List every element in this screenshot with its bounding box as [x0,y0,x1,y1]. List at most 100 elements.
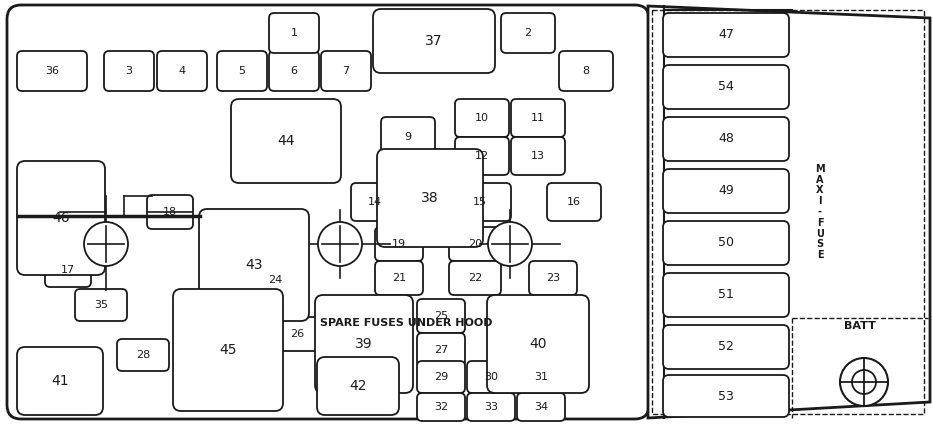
FancyBboxPatch shape [45,253,91,287]
Text: 20: 20 [468,239,482,249]
Circle shape [84,222,128,266]
Text: 40: 40 [529,337,547,351]
Text: 54: 54 [718,81,734,94]
Text: 45: 45 [219,343,237,357]
Text: 31: 31 [534,372,548,382]
FancyBboxPatch shape [663,375,789,417]
Text: 18: 18 [163,207,177,217]
FancyBboxPatch shape [417,333,465,367]
FancyBboxPatch shape [449,261,501,295]
Text: 28: 28 [136,350,150,360]
FancyBboxPatch shape [147,195,193,229]
FancyBboxPatch shape [17,161,105,275]
FancyBboxPatch shape [157,51,207,91]
Text: 30: 30 [484,372,498,382]
FancyBboxPatch shape [104,51,154,91]
FancyBboxPatch shape [517,393,565,421]
FancyBboxPatch shape [663,65,789,109]
Circle shape [318,222,362,266]
Text: 1: 1 [290,28,298,38]
Text: 34: 34 [534,402,548,412]
Text: 51: 51 [718,288,734,301]
FancyBboxPatch shape [417,299,465,333]
FancyBboxPatch shape [663,273,789,317]
Text: 50: 50 [718,237,734,249]
FancyBboxPatch shape [487,295,589,393]
Polygon shape [648,6,930,418]
Text: 36: 36 [45,66,59,76]
Text: 13: 13 [531,151,545,161]
Text: 26: 26 [290,329,304,339]
Text: 39: 39 [355,337,373,351]
Text: 12: 12 [475,151,489,161]
Text: 11: 11 [531,113,545,123]
FancyBboxPatch shape [315,295,413,393]
Text: SPARE FUSES UNDER HOOD: SPARE FUSES UNDER HOOD [320,318,493,328]
Text: 15: 15 [473,197,487,207]
FancyBboxPatch shape [17,51,87,91]
FancyBboxPatch shape [375,227,423,261]
Text: 35: 35 [94,300,108,310]
Text: 48: 48 [718,132,734,145]
FancyBboxPatch shape [467,361,515,393]
FancyBboxPatch shape [663,117,789,161]
FancyBboxPatch shape [231,99,341,183]
Text: BATT: BATT [844,321,876,331]
Text: 46: 46 [52,211,70,225]
FancyBboxPatch shape [501,13,555,53]
FancyBboxPatch shape [217,51,267,91]
Text: 16: 16 [567,197,581,207]
FancyBboxPatch shape [373,9,495,73]
FancyBboxPatch shape [173,289,283,411]
FancyBboxPatch shape [547,183,601,221]
Text: 42: 42 [349,379,367,393]
Circle shape [852,370,876,394]
FancyBboxPatch shape [245,263,305,297]
FancyBboxPatch shape [17,347,103,415]
Text: M
A
X
I
-
F
U
S
E: M A X I - F U S E [815,164,825,260]
FancyBboxPatch shape [511,137,565,175]
Text: 47: 47 [718,28,734,42]
FancyBboxPatch shape [351,183,399,221]
Text: 53: 53 [718,390,734,402]
Text: 24: 24 [268,275,282,285]
Text: 3: 3 [126,66,132,76]
Text: 21: 21 [392,273,406,283]
FancyBboxPatch shape [663,221,789,265]
Text: 9: 9 [404,132,411,142]
FancyBboxPatch shape [663,13,789,57]
Text: 38: 38 [421,191,439,205]
Text: 6: 6 [290,66,298,76]
FancyBboxPatch shape [7,5,649,419]
FancyBboxPatch shape [663,325,789,369]
FancyBboxPatch shape [511,99,565,137]
FancyBboxPatch shape [199,209,309,321]
Text: 19: 19 [392,239,406,249]
Text: 33: 33 [484,402,498,412]
FancyBboxPatch shape [449,227,501,261]
Text: 44: 44 [277,134,295,148]
Text: 43: 43 [245,258,263,272]
Text: 25: 25 [434,311,448,321]
FancyBboxPatch shape [467,393,515,421]
Text: 4: 4 [178,66,186,76]
Text: 49: 49 [718,184,734,198]
FancyBboxPatch shape [321,51,371,91]
FancyBboxPatch shape [381,117,435,157]
Text: 10: 10 [475,113,489,123]
Text: 17: 17 [61,265,75,275]
Circle shape [840,358,888,406]
FancyBboxPatch shape [377,149,483,247]
Text: 5: 5 [239,66,245,76]
FancyBboxPatch shape [529,261,577,295]
FancyBboxPatch shape [117,339,169,371]
FancyBboxPatch shape [317,357,399,415]
FancyBboxPatch shape [269,13,319,53]
Text: 8: 8 [582,66,590,76]
FancyBboxPatch shape [517,361,565,393]
Text: 37: 37 [425,34,443,48]
FancyBboxPatch shape [75,289,127,321]
Text: 22: 22 [467,273,482,283]
FancyBboxPatch shape [455,137,509,175]
FancyBboxPatch shape [269,51,319,91]
